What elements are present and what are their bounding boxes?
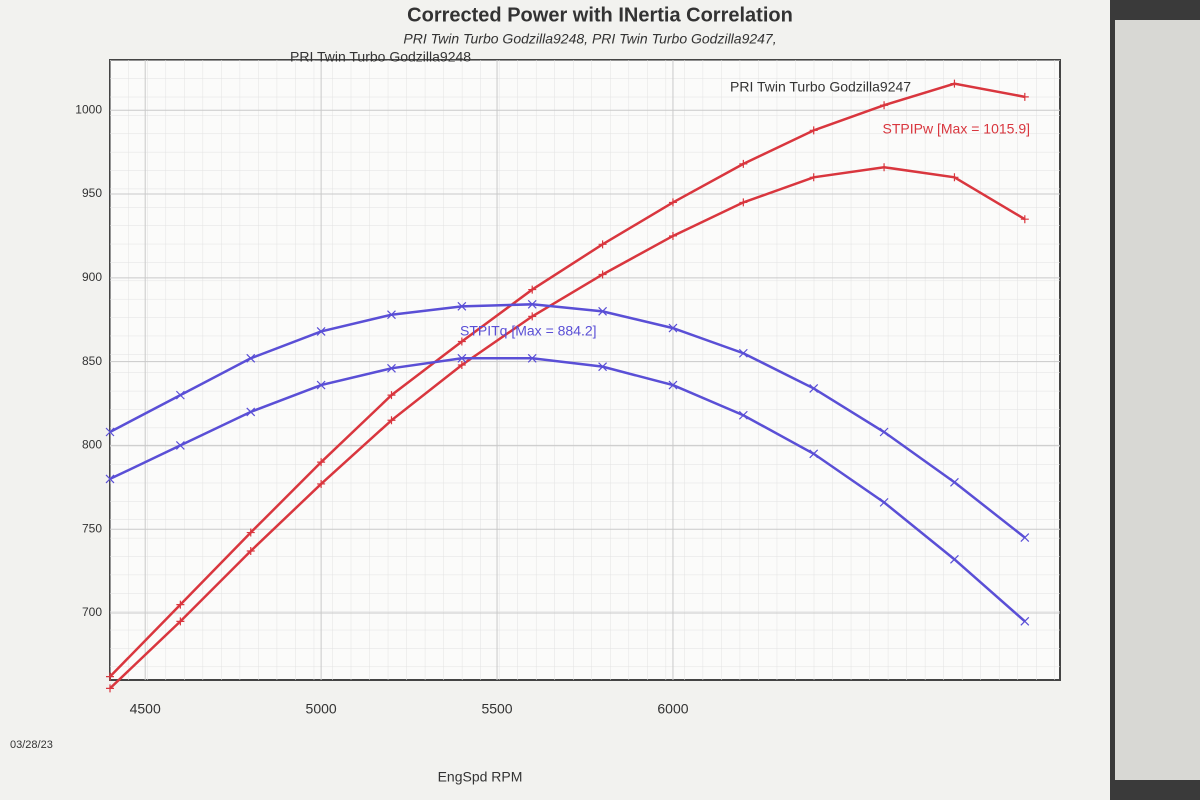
point-marker <box>950 79 959 88</box>
point-marker <box>175 440 185 450</box>
date: 03/28/23 <box>10 739 53 751</box>
point-marker <box>809 384 819 393</box>
point-marker <box>246 546 255 555</box>
series-line <box>109 82 1026 678</box>
point-marker <box>598 362 608 372</box>
y-tick-label: 750 <box>82 521 102 535</box>
point-marker <box>246 353 256 363</box>
point-marker <box>317 458 326 467</box>
y-tick-label: 950 <box>82 186 102 200</box>
x-tick-label: 6000 <box>657 701 688 717</box>
point-marker <box>668 323 678 333</box>
y-tick-label: 1000 <box>75 102 102 116</box>
side-panel <box>1115 20 1200 780</box>
point-marker <box>1020 92 1029 101</box>
point-marker <box>457 353 467 363</box>
point-marker <box>528 285 537 294</box>
point-marker <box>598 306 608 316</box>
point-marker <box>387 363 396 373</box>
point-marker <box>105 427 115 437</box>
point-marker <box>246 407 256 417</box>
point-marker <box>528 312 537 321</box>
point-marker <box>739 159 748 168</box>
point-marker <box>316 327 326 336</box>
point-marker <box>668 231 677 240</box>
point-marker <box>387 391 396 400</box>
series-line <box>109 165 1026 690</box>
point-marker <box>387 416 396 425</box>
point-marker <box>527 299 537 309</box>
point-marker <box>809 173 818 182</box>
point-marker <box>317 479 326 488</box>
point-marker <box>879 497 889 507</box>
point-marker <box>457 301 467 311</box>
point-marker <box>950 477 959 487</box>
point-marker <box>739 198 748 207</box>
point-marker <box>738 348 748 358</box>
point-marker <box>598 240 607 249</box>
point-marker <box>880 163 889 172</box>
point-marker <box>879 427 889 437</box>
point-marker <box>176 600 185 609</box>
y-tick-label: 700 <box>82 605 102 619</box>
chart-title: Corrected Power with INertia Correlation <box>407 4 793 26</box>
point-marker <box>668 198 677 207</box>
minor-grid <box>110 60 1060 680</box>
y-tick-label: 900 <box>82 270 102 284</box>
point-marker <box>1020 533 1030 542</box>
point-marker <box>316 380 326 390</box>
x-tick-label: 5500 <box>481 701 512 717</box>
x-tick-label: 4500 <box>130 701 161 717</box>
point-marker <box>457 360 466 369</box>
chart-subtitle: PRI Twin Turbo Godzilla9248, PRI Twin Tu… <box>403 31 776 47</box>
point-marker <box>738 410 748 420</box>
point-marker <box>457 337 466 346</box>
legend-label: PRI Twin Turbo Godzilla9247 <box>730 79 911 95</box>
point-marker <box>950 173 959 182</box>
point-marker <box>668 380 678 390</box>
chart: Corrected Power with INertia Correlation… <box>10 4 1061 785</box>
legend-label: PRI Twin Turbo Godzilla9248 <box>290 49 471 65</box>
series-line <box>109 357 1026 623</box>
point-marker <box>246 528 255 537</box>
annotation: STPITq [Max = 884.2] <box>460 323 597 339</box>
y-tick-label: 850 <box>82 354 102 368</box>
point-marker <box>950 554 959 564</box>
point-marker <box>809 126 818 135</box>
series-line <box>109 303 1026 539</box>
point-marker <box>176 617 185 626</box>
x-tick-label: 5000 <box>306 701 337 717</box>
x-axis-label: EngSpd RPM <box>438 769 523 785</box>
point-marker <box>527 353 537 363</box>
point-marker <box>105 474 115 484</box>
y-tick-label: 800 <box>82 438 102 452</box>
annotation: STPIPw [Max = 1015.9] <box>883 121 1030 137</box>
point-marker <box>880 101 889 110</box>
point-marker <box>598 270 607 279</box>
point-marker <box>1020 616 1030 626</box>
point-marker <box>106 672 114 681</box>
point-marker <box>106 684 114 693</box>
point-marker <box>1020 215 1029 224</box>
point-marker <box>175 390 185 400</box>
point-marker <box>387 310 396 320</box>
point-marker <box>809 449 819 459</box>
